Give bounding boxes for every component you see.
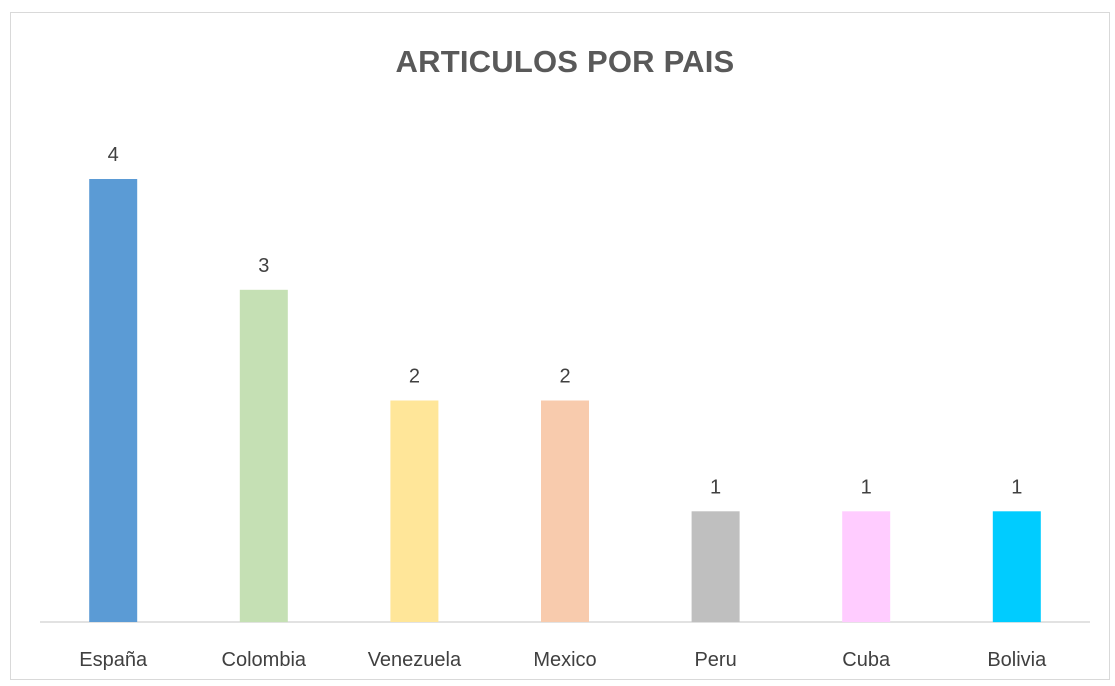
data-label-colombia: 3 <box>258 255 269 277</box>
data-label-venezuela: 2 <box>409 366 420 388</box>
category-label-españa: España <box>79 649 148 671</box>
bar-venezuela <box>390 400 439 622</box>
bars-group <box>89 179 1041 623</box>
bar-mexico <box>541 400 589 622</box>
category-label-mexico: Mexico <box>533 649 596 671</box>
data-label-mexico: 2 <box>559 366 570 388</box>
category-label-colombia: Colombia <box>222 649 307 671</box>
category-label-venezuela: Venezuela <box>368 649 462 671</box>
bar-peru <box>691 511 740 623</box>
data-label-peru: 1 <box>710 476 721 498</box>
bar-españa <box>89 179 138 622</box>
bar-colombia <box>239 289 288 623</box>
data-labels-group: 4 3 2 2 1 1 1 <box>108 144 1023 498</box>
data-label-españa: 4 <box>108 144 119 166</box>
category-labels-group: España Colombia Venezuela Mexico Peru Cuba Bol… <box>79 649 1047 671</box>
chart-title: ARTICULOS POR PAIS <box>395 44 735 79</box>
bar-cuba <box>842 511 891 623</box>
category-label-bolivia: Bolivia <box>987 649 1047 671</box>
data-label-cuba: 1 <box>861 476 872 498</box>
data-label-bolivia: 1 <box>1011 476 1022 498</box>
category-label-peru: Peru <box>694 649 736 671</box>
category-label-cuba: Cuba <box>842 649 891 671</box>
bar-bolivia <box>992 511 1041 623</box>
